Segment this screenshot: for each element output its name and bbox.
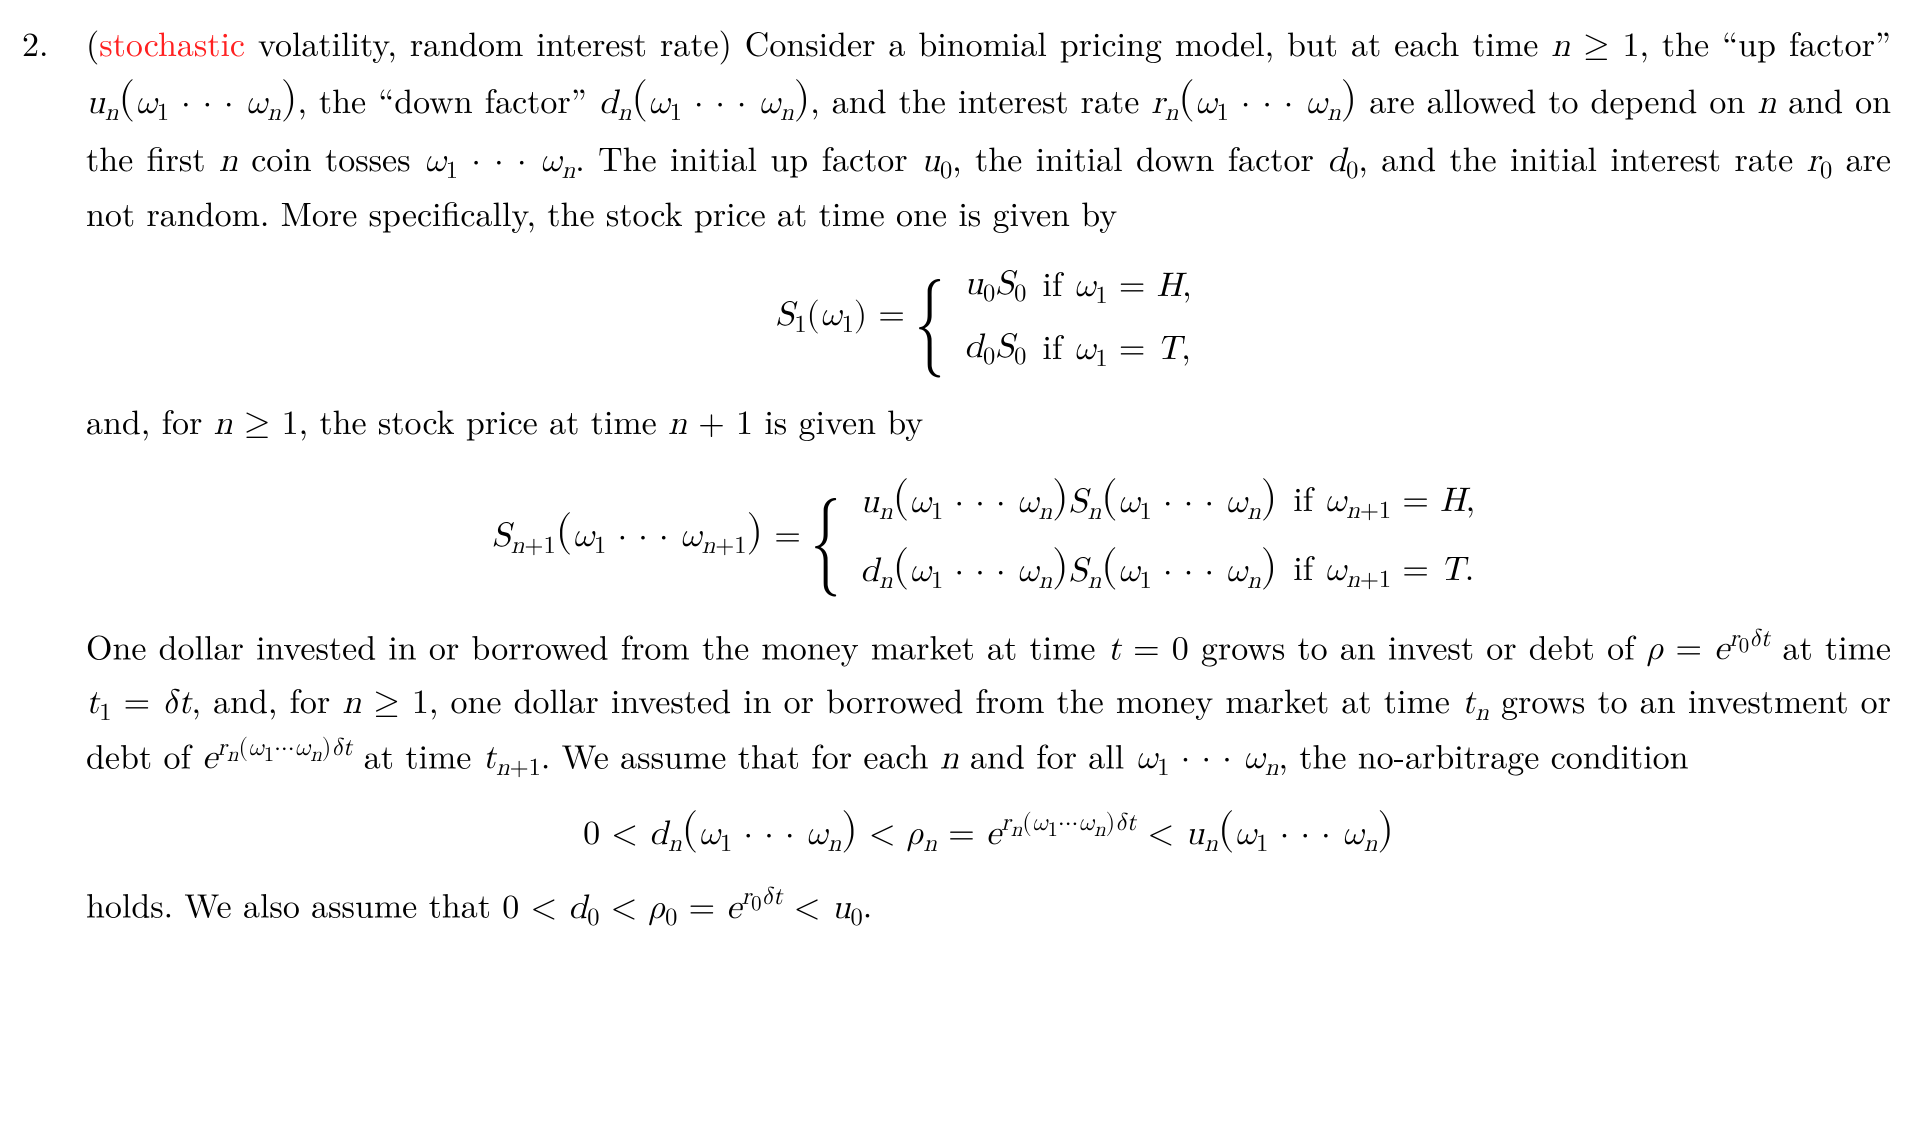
intro-seg-4: , and the interest rate: [810, 75, 1151, 123]
equation-noarb: 0 < dn(ω1 · · · ωn) < ρn = ern(ω1···ωn)δ…: [86, 802, 1891, 864]
intro-seg-9: , the initial down factor: [952, 133, 1327, 181]
closing-period: .: [863, 880, 872, 928]
math-d-expr: dn(ω1 · · · ωn): [599, 86, 810, 120]
open-paren: (: [86, 18, 99, 66]
closing-seg1: holds. We also assume that: [86, 880, 502, 928]
p2-seg10: , the no-arbitrage condition: [1278, 730, 1688, 778]
math-tn: tn: [1462, 686, 1489, 720]
intro-seg-5: are allowed to depend on: [1357, 75, 1757, 123]
intro-seg-8: . The initial up factor: [575, 133, 921, 181]
math-u0: u0: [921, 144, 952, 178]
eq2-row2-expr: dn(ω1 · · · ωn)Sn(ω1 · · · ωn): [854, 535, 1287, 605]
intro-seg-2: , the “up factor”: [1639, 18, 1891, 66]
eq2-row2-cond: if ωn+1 = T.: [1287, 535, 1485, 605]
problem-body: (stochastic volatility, random interest …: [86, 18, 1891, 935]
math-grow: ern(ω1···ωn)δt: [202, 741, 352, 775]
equation-s1: S1(ω1) = { u0S0 if ω1 = H, d0S0 if ω1 = …: [86, 254, 1891, 381]
math-d0: d0: [1327, 144, 1358, 178]
math-omega-seq: ω1 · · · ωn: [424, 144, 575, 178]
eq2-cases: un(ω1 · · · ωn)Sn(ω1 · · · ωn) if ωn+1 =…: [854, 466, 1485, 605]
eq1-row1-expr: u0S0: [958, 254, 1036, 317]
highlight-word: stochastic: [99, 18, 245, 66]
math-n3: n: [940, 741, 959, 775]
p2-seg4: , and, for: [191, 675, 342, 723]
mid-paragraph: and, for n ≥ 1, the stock price at time …: [86, 396, 1891, 449]
intro-seg-7: coin tosses: [238, 133, 424, 181]
eq1-row1-cond: if ω1 = H,: [1036, 254, 1201, 317]
eq1-cases: u0S0 if ω1 = H, d0S0 if ω1 = T,: [958, 254, 1202, 381]
paragraph-2: One dollar invested in or borrowed from …: [86, 621, 1891, 786]
eq2-lhs: Sn+1(ω1 · · · ωn+1) =: [492, 504, 801, 566]
math-np1: n + 1: [668, 407, 753, 441]
p2-seg2: grows to an invest or debt of: [1189, 621, 1647, 669]
equation-snp1: Sn+1(ω1 · · · ωn+1) = { un(ω1 · · · ωn)S…: [86, 466, 1891, 605]
math-n2: n: [219, 144, 238, 178]
intro-seg-a: volatility, random interest rate) Consid…: [245, 18, 1551, 66]
math-u-expr: un(ω1 · · · ωn): [86, 86, 297, 120]
p2-seg8: . We assume that for each: [541, 730, 940, 778]
problem-2: 2. (stochastic volatility, random intere…: [22, 18, 1891, 935]
mid-seg2: , the stock price at time: [299, 396, 668, 444]
eq2-row1-cond: if ωn+1 = H,: [1287, 466, 1485, 536]
intro-paragraph: (stochastic volatility, random interest …: [86, 18, 1891, 238]
math-n: n: [1757, 86, 1776, 120]
p2-seg7: at time: [352, 730, 482, 778]
math-closing-ineq: 0 < d0 < ρ0 = er0δt < u0: [502, 891, 863, 925]
p2-seg9: and for all: [959, 730, 1136, 778]
p2-seg1: One dollar invested in or borrowed from …: [86, 621, 1108, 669]
mid-seg3: is given by: [753, 396, 923, 444]
mid-seg1: and, for: [86, 396, 214, 444]
brace-icon: {: [915, 273, 945, 352]
p2-seg3: at time: [1770, 621, 1891, 669]
eq3-expr: 0 < dn(ω1 · · · ωn) < ρn = ern(ω1···ωn)δ…: [583, 817, 1394, 851]
math-t1: t1 = δt: [86, 686, 191, 720]
math-rho-def: ρ = er0δt: [1647, 632, 1771, 666]
p2-seg5: , one dollar invested in or borrowed fro…: [429, 675, 1462, 723]
eq1-row2-expr: d0S0: [958, 317, 1036, 380]
eq1-row2-cond: if ω1 = T,: [1036, 317, 1201, 380]
math-n-ge-1b: n ≥ 1: [214, 407, 299, 441]
eq1-lhs: S1(ω1) =: [775, 291, 904, 342]
intro-seg-10: , and the initial interest rate: [1358, 133, 1806, 181]
math-t0: t = 0: [1108, 632, 1189, 666]
intro-seg-3: , the “down factor”: [297, 75, 598, 123]
brace-icon: {: [811, 492, 841, 571]
math-tnp1: tn+1: [483, 741, 541, 775]
math-r0: r0: [1807, 144, 1833, 178]
closing-paragraph: holds. We also assume that 0 < d0 < ρ0 =…: [86, 879, 1891, 935]
math-n-ge-1: n ≥ 1: [1551, 29, 1639, 63]
math-omega-seq2: ω1 · · · ωn: [1135, 741, 1278, 775]
eq2-row1-expr: un(ω1 · · · ωn)Sn(ω1 · · · ωn): [854, 466, 1287, 536]
math-r-expr: rn(ω1 · · · ωn): [1151, 86, 1357, 120]
math-n-ge-1c: n ≥ 1: [342, 686, 429, 720]
problem-number: 2.: [22, 18, 86, 67]
